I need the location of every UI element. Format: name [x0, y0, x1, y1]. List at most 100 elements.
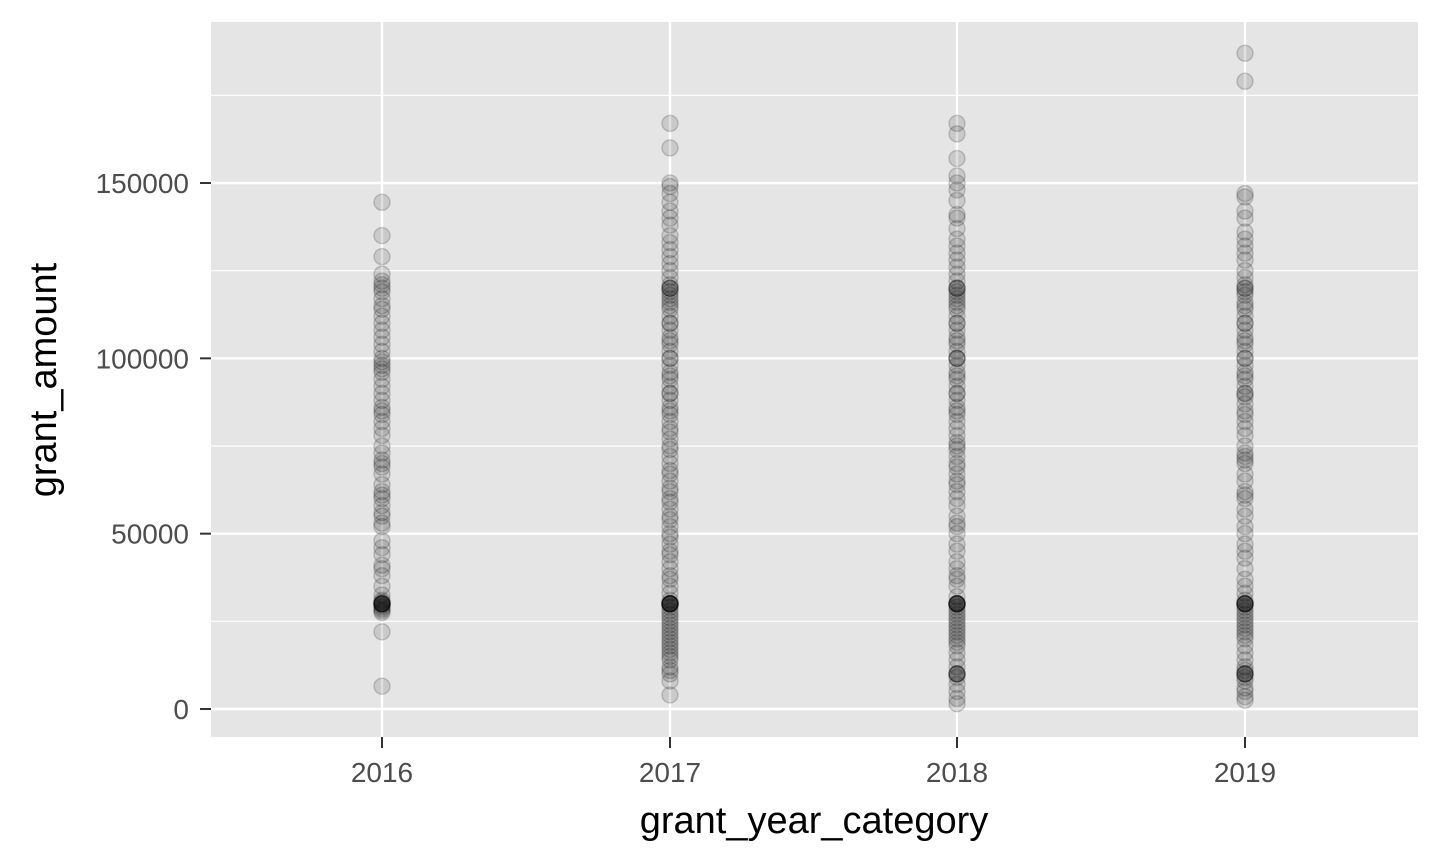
data-point [661, 598, 679, 617]
data-point [661, 332, 679, 350]
data-point [1236, 595, 1254, 613]
data-point [661, 542, 679, 560]
data-point [1236, 591, 1254, 610]
data-point [1236, 451, 1254, 469]
data-point [948, 367, 966, 385]
data-point [661, 279, 679, 297]
data-point [661, 261, 679, 280]
data-point [373, 356, 391, 375]
data-point [1236, 384, 1254, 403]
data-point [373, 370, 391, 389]
data-point [948, 682, 966, 701]
data-point [373, 419, 391, 438]
data-point [948, 314, 966, 333]
data-point [948, 665, 966, 683]
data-point [373, 586, 391, 604]
data-point [1236, 679, 1254, 697]
data-point [1236, 335, 1254, 354]
data-point [661, 139, 679, 157]
data-point [373, 412, 391, 431]
data-point [1236, 188, 1254, 206]
data-point [948, 623, 966, 641]
data-point [948, 349, 966, 368]
data-point [1236, 472, 1254, 490]
data-point [661, 370, 679, 389]
data-point [661, 314, 679, 333]
data-point [1236, 595, 1254, 613]
data-point [948, 279, 966, 297]
data-point [948, 517, 966, 536]
data-point [661, 268, 679, 287]
data-point [661, 686, 679, 704]
data-point [948, 472, 966, 490]
data-point [1236, 619, 1254, 638]
data-point [1236, 377, 1254, 396]
data-point [1236, 447, 1254, 466]
data-point [661, 440, 679, 459]
data-point [948, 419, 966, 438]
y-tick-label: 150000 [96, 168, 189, 199]
data-point [948, 482, 966, 501]
data-points [373, 44, 1254, 713]
data-point [1236, 595, 1254, 613]
data-point [661, 377, 679, 396]
data-point [661, 247, 679, 266]
data-point [373, 489, 391, 508]
data-point [948, 524, 966, 543]
data-point [1236, 609, 1254, 627]
data-point [661, 605, 679, 624]
data-point [373, 603, 391, 622]
data-point [661, 216, 679, 234]
data-point [1236, 286, 1254, 304]
data-point [373, 402, 391, 420]
data-point [661, 647, 679, 666]
data-point [1236, 300, 1254, 318]
data-point [373, 595, 391, 613]
data-point [661, 335, 679, 354]
data-point [1236, 672, 1254, 690]
data-point [373, 602, 391, 620]
data-point [948, 598, 966, 617]
data-point [948, 668, 966, 687]
data-point [373, 623, 391, 641]
x-tick-label: 2017 [639, 757, 701, 788]
data-point [373, 600, 391, 618]
data-point [1236, 279, 1254, 297]
data-point [661, 402, 679, 420]
data-point [948, 689, 966, 708]
data-point [373, 391, 391, 410]
data-point [948, 637, 966, 655]
data-point [661, 174, 679, 192]
data-point [1236, 321, 1254, 340]
data-point [373, 677, 391, 695]
data-point [1236, 184, 1254, 203]
data-point [948, 272, 966, 290]
data-point [661, 296, 679, 315]
data-point [948, 433, 966, 452]
data-point [1236, 405, 1254, 424]
data-point [948, 282, 966, 301]
data-point [1236, 658, 1254, 676]
data-point [661, 559, 679, 578]
data-point [1236, 630, 1254, 648]
data-point [661, 595, 679, 613]
data-point [948, 566, 966, 585]
data-point [1236, 616, 1254, 634]
data-point [661, 209, 679, 227]
data-point [373, 349, 391, 368]
data-point [1236, 605, 1254, 624]
data-point [948, 644, 966, 662]
data-point [373, 595, 391, 613]
data-point [948, 514, 966, 532]
data-point [948, 633, 966, 652]
data-point [661, 412, 679, 431]
data-point [661, 570, 679, 589]
data-point [661, 623, 679, 641]
data-point [661, 384, 679, 403]
data-point [948, 167, 966, 185]
data-point [948, 405, 966, 424]
data-point [948, 300, 966, 318]
data-point [948, 377, 966, 396]
data-point [1236, 296, 1254, 315]
data-point [661, 321, 679, 340]
